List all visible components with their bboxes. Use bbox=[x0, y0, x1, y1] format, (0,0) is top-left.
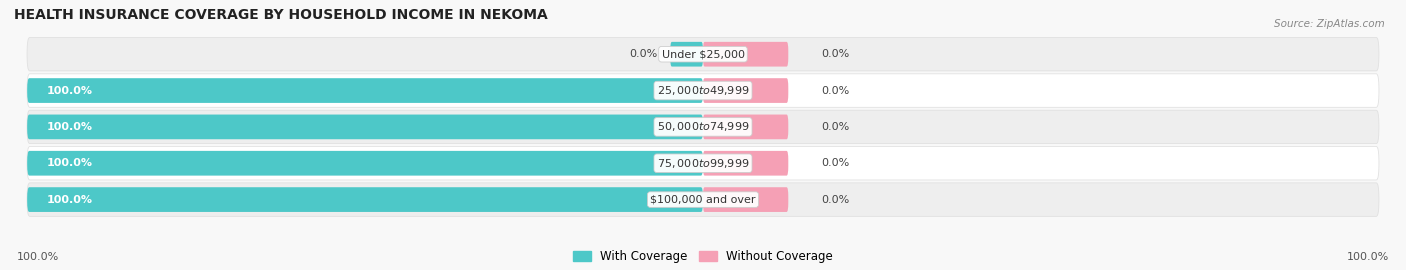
Text: 0.0%: 0.0% bbox=[821, 158, 849, 168]
FancyBboxPatch shape bbox=[703, 114, 789, 139]
Text: Source: ZipAtlas.com: Source: ZipAtlas.com bbox=[1274, 19, 1385, 29]
Text: 100.0%: 100.0% bbox=[46, 122, 93, 132]
Text: HEALTH INSURANCE COVERAGE BY HOUSEHOLD INCOME IN NEKOMA: HEALTH INSURANCE COVERAGE BY HOUSEHOLD I… bbox=[14, 8, 548, 22]
FancyBboxPatch shape bbox=[27, 38, 1379, 71]
FancyBboxPatch shape bbox=[27, 78, 703, 103]
FancyBboxPatch shape bbox=[703, 42, 789, 67]
FancyBboxPatch shape bbox=[27, 110, 1379, 144]
Text: 0.0%: 0.0% bbox=[821, 122, 849, 132]
Text: 100.0%: 100.0% bbox=[1347, 252, 1389, 262]
Text: 0.0%: 0.0% bbox=[821, 49, 849, 59]
Text: $100,000 and over: $100,000 and over bbox=[650, 195, 756, 205]
Text: 100.0%: 100.0% bbox=[46, 195, 93, 205]
FancyBboxPatch shape bbox=[27, 74, 1379, 107]
FancyBboxPatch shape bbox=[703, 187, 789, 212]
FancyBboxPatch shape bbox=[27, 147, 1379, 180]
Text: 100.0%: 100.0% bbox=[46, 86, 93, 96]
FancyBboxPatch shape bbox=[671, 42, 703, 67]
FancyBboxPatch shape bbox=[27, 183, 1379, 216]
Text: 0.0%: 0.0% bbox=[628, 49, 657, 59]
FancyBboxPatch shape bbox=[27, 114, 703, 139]
Text: 100.0%: 100.0% bbox=[17, 252, 59, 262]
Text: 0.0%: 0.0% bbox=[821, 195, 849, 205]
Text: 100.0%: 100.0% bbox=[46, 158, 93, 168]
Text: 0.0%: 0.0% bbox=[821, 86, 849, 96]
Text: $50,000 to $74,999: $50,000 to $74,999 bbox=[657, 120, 749, 133]
FancyBboxPatch shape bbox=[27, 187, 703, 212]
Text: $25,000 to $49,999: $25,000 to $49,999 bbox=[657, 84, 749, 97]
FancyBboxPatch shape bbox=[27, 151, 703, 176]
FancyBboxPatch shape bbox=[703, 78, 789, 103]
Text: $75,000 to $99,999: $75,000 to $99,999 bbox=[657, 157, 749, 170]
Text: Under $25,000: Under $25,000 bbox=[661, 49, 745, 59]
FancyBboxPatch shape bbox=[703, 151, 789, 176]
Legend: With Coverage, Without Coverage: With Coverage, Without Coverage bbox=[572, 250, 834, 263]
